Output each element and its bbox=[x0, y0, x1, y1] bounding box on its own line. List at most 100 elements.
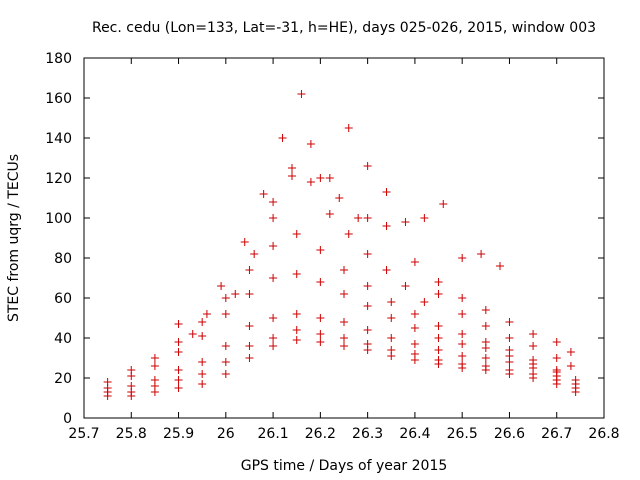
x-tick-label-9: 26.6 bbox=[494, 426, 525, 442]
x-tick-label-0: 25.7 bbox=[68, 426, 99, 442]
data-point-2-3 bbox=[174, 366, 183, 374]
data-point-10-0 bbox=[434, 290, 443, 298]
data-point-1-17 bbox=[505, 366, 514, 374]
data-point-3-0 bbox=[103, 378, 112, 386]
data-point-4-14 bbox=[458, 330, 467, 338]
data-point-11-3 bbox=[217, 282, 226, 290]
data-point-5-6 bbox=[344, 230, 353, 238]
data-point-2-7 bbox=[269, 314, 278, 322]
y-tick-label-5: 100 bbox=[45, 211, 72, 227]
data-point-2-16 bbox=[481, 354, 490, 362]
data-point-0-5 bbox=[221, 370, 230, 378]
data-point-1-15 bbox=[458, 360, 467, 368]
data-point-7-0 bbox=[269, 198, 278, 206]
data-point-1-3 bbox=[174, 376, 183, 384]
data-point-8-1 bbox=[382, 222, 391, 230]
data-point-8-3 bbox=[420, 214, 429, 222]
data-point-3-14 bbox=[434, 334, 443, 342]
data-point-8-4 bbox=[439, 200, 448, 208]
data-point-3-13 bbox=[410, 324, 419, 332]
data-point-0-6 bbox=[245, 354, 254, 362]
data-point-6-4 bbox=[316, 174, 325, 182]
plot-frame bbox=[83, 57, 605, 419]
data-point-5-5 bbox=[325, 210, 334, 218]
data-point-6-6 bbox=[354, 214, 363, 222]
data-point-3-9 bbox=[316, 278, 325, 286]
data-point-2-13 bbox=[410, 340, 419, 348]
data-point-9-2 bbox=[458, 294, 467, 302]
data-point-6-1 bbox=[259, 190, 268, 198]
data-point-4-15 bbox=[481, 338, 490, 346]
data-point-2-12 bbox=[387, 334, 396, 342]
data-point-0-4 bbox=[198, 380, 207, 388]
data-point-3-4 bbox=[198, 332, 207, 340]
data-point-0-3 bbox=[174, 384, 183, 392]
data-point-8-6 bbox=[477, 250, 486, 258]
data-point-1-12 bbox=[387, 346, 396, 354]
data-point-5-3 bbox=[288, 164, 296, 172]
x-tick-label-4: 26.1 bbox=[258, 426, 289, 442]
data-point-6-2 bbox=[278, 134, 287, 142]
data-point-2-4 bbox=[198, 358, 207, 366]
data-point-1-8 bbox=[292, 326, 301, 334]
data-point-8-0 bbox=[363, 214, 372, 222]
data-point-3-8 bbox=[292, 270, 301, 278]
data-point-1-14 bbox=[434, 356, 443, 364]
data-point-5-9 bbox=[401, 282, 410, 290]
data-point-7-2 bbox=[306, 140, 315, 148]
data-point-5-1 bbox=[250, 250, 259, 258]
data-point-2-10 bbox=[340, 318, 348, 326]
data-point-4-8 bbox=[316, 246, 325, 254]
data-point-1-9 bbox=[316, 330, 325, 338]
data-point-5-7 bbox=[363, 250, 372, 258]
data-point-4-7 bbox=[292, 230, 301, 238]
y-tick-label-1: 20 bbox=[54, 371, 72, 387]
data-point-7-6 bbox=[382, 188, 391, 196]
data-point-4-11 bbox=[387, 298, 396, 306]
data-point-8-2 bbox=[401, 218, 410, 226]
data-point-3-20 bbox=[571, 376, 580, 384]
data-point-4-18 bbox=[552, 366, 561, 374]
y-tick-label-6: 120 bbox=[45, 171, 72, 187]
x-tick-label-8: 26.5 bbox=[447, 426, 478, 442]
x-tick-label-1: 25.8 bbox=[116, 426, 147, 442]
data-point-2-9 bbox=[316, 314, 325, 322]
data-point-0-9 bbox=[316, 338, 325, 346]
data-point-4-5 bbox=[245, 266, 254, 274]
data-point-9-6 bbox=[552, 338, 561, 346]
data-point-4-16 bbox=[505, 346, 514, 354]
data-point-2-15 bbox=[458, 352, 467, 360]
data-point-4-10 bbox=[363, 282, 372, 290]
x-tick-label-3: 26 bbox=[217, 426, 235, 442]
data-point-6-0 bbox=[240, 238, 249, 246]
data-point-7-5 bbox=[363, 162, 372, 170]
data-point-0-7 bbox=[269, 342, 278, 350]
data-point-10-3 bbox=[505, 334, 514, 342]
data-point-5-0 bbox=[231, 290, 240, 298]
data-point-1-7 bbox=[269, 334, 278, 342]
data-point-10-5 bbox=[552, 354, 561, 362]
data-point-0-8 bbox=[292, 336, 301, 344]
y-tick-label-2: 40 bbox=[54, 331, 72, 347]
data-point-1-5 bbox=[221, 358, 230, 366]
data-point-5-2 bbox=[269, 214, 278, 222]
data-point-5-4 bbox=[306, 178, 315, 186]
data-point-3-3 bbox=[174, 348, 183, 356]
data-point-1-13 bbox=[410, 350, 419, 358]
data-point-1-4 bbox=[198, 370, 207, 378]
x-tick-label-6: 26.3 bbox=[352, 426, 383, 442]
data-point-7-1 bbox=[288, 172, 296, 180]
data-point-5-8 bbox=[382, 266, 391, 274]
data-point-9-4 bbox=[505, 318, 514, 326]
data-point-3-6 bbox=[245, 290, 254, 298]
data-point-2-6 bbox=[245, 322, 254, 330]
data-point-4-17 bbox=[529, 356, 538, 364]
data-point-3-15 bbox=[458, 340, 467, 348]
x-axis-label: GPS time / Days of year 2015 bbox=[241, 458, 448, 474]
data-point-9-7 bbox=[566, 348, 575, 356]
data-point-8-5 bbox=[458, 254, 467, 262]
data-point-4-1 bbox=[150, 354, 159, 362]
data-point-3-11 bbox=[363, 302, 372, 310]
data-point-9-0 bbox=[410, 258, 419, 266]
